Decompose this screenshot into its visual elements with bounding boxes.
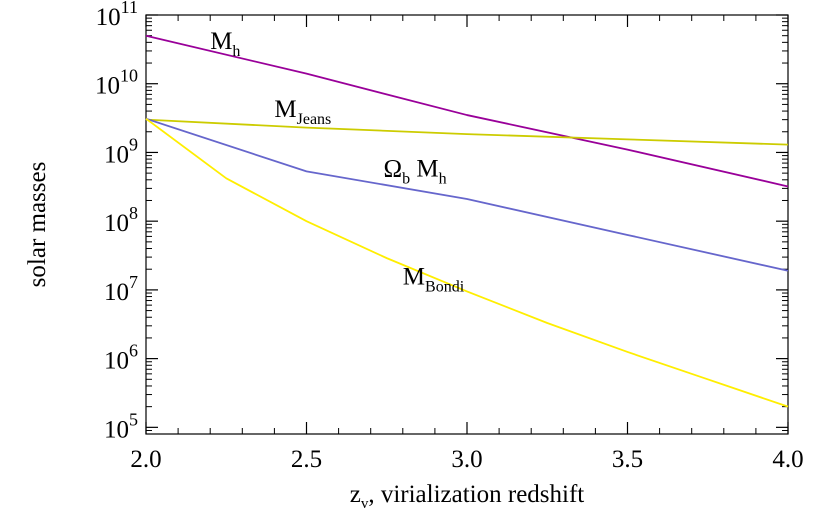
series-label-mh: Mh [210, 28, 240, 60]
series-labels: Mh MJeans Ωb Mh MBondi [210, 28, 465, 295]
series-label-mjeans: MJeans [274, 96, 331, 128]
x-axis-title: zv, virialization redshift [350, 481, 585, 512]
x-axis-title-sub: v [361, 496, 369, 512]
series-line-mh [145, 34, 789, 188]
y-tick-label: 107 [104, 272, 138, 306]
series-line-mbondi [145, 117, 789, 408]
x-tick-label: 3.0 [451, 446, 482, 473]
y-tick-label: 108 [104, 203, 138, 237]
x-axis-title-main: z [350, 481, 361, 508]
x-axis-title-rest: , virialization redshift [368, 481, 584, 508]
x-tick-label: 4.0 [772, 446, 803, 473]
series-label-omega_mh: Ωb Mh [384, 155, 447, 187]
y-tick-label: 1010 [95, 66, 138, 100]
plot-frame [145, 14, 789, 435]
y-tick-label: 105 [104, 409, 138, 443]
y-tick-label: 109 [104, 134, 138, 168]
x-tick-label: 2.5 [291, 446, 322, 473]
series-line-mjeans [145, 118, 789, 146]
series-line-omega_mh [145, 117, 789, 272]
y-tick-label: 106 [104, 341, 138, 375]
x-tick-label: 3.5 [612, 446, 643, 473]
x-tick-label: 2.0 [130, 446, 161, 473]
series-label-mbondi: MBondi [403, 263, 465, 295]
y-axis-title: solar masses [24, 162, 51, 288]
y-tick-label: 1011 [96, 0, 138, 31]
axis-ticks: 2.0 2.5 3.0 3.5 4.0 105 106 107 108 109 1010 1011 [95, 0, 804, 473]
series-lines [145, 34, 789, 408]
